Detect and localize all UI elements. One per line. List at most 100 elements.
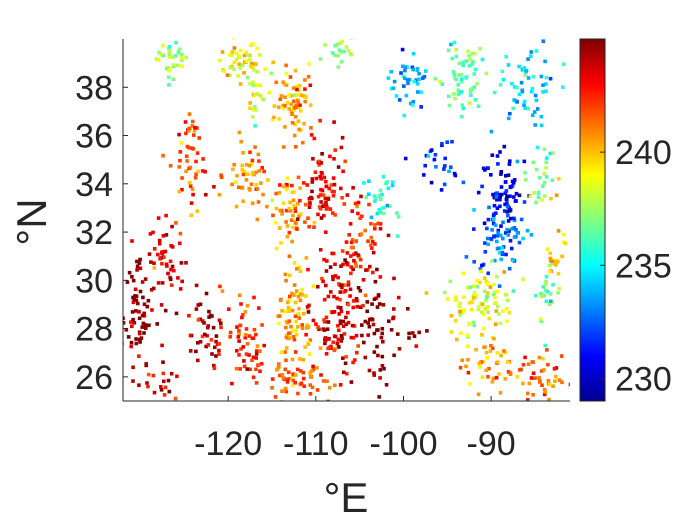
data-point	[282, 402, 286, 406]
data-point	[333, 53, 337, 57]
data-point	[187, 126, 192, 131]
data-point	[193, 125, 197, 130]
data-point	[390, 183, 395, 188]
data-point	[373, 226, 377, 231]
data-point	[278, 183, 282, 187]
data-point	[339, 339, 343, 343]
data-point	[239, 302, 243, 306]
data-point	[372, 371, 376, 375]
data-point	[134, 337, 138, 341]
data-point	[392, 79, 397, 84]
data-point	[381, 303, 386, 307]
data-point	[248, 64, 253, 68]
data-point	[142, 331, 146, 335]
data-point	[129, 340, 134, 345]
data-point	[243, 335, 248, 340]
data-point	[293, 314, 298, 319]
data-point	[498, 197, 502, 202]
data-point	[281, 376, 286, 380]
data-point	[230, 182, 234, 187]
data-point	[326, 320, 331, 324]
data-point	[439, 188, 444, 192]
data-point	[168, 259, 173, 264]
data-point	[537, 376, 541, 380]
data-point	[367, 317, 372, 322]
data-point	[366, 333, 370, 337]
data-point	[292, 261, 297, 265]
data-point	[262, 169, 266, 174]
data-point	[288, 75, 293, 79]
data-point	[554, 263, 558, 267]
data-point	[204, 344, 208, 349]
data-point	[284, 220, 288, 224]
data-point	[509, 246, 514, 251]
data-point	[214, 334, 219, 338]
data-point	[525, 398, 530, 401]
data-point	[505, 194, 509, 199]
data-point	[332, 294, 336, 299]
data-point	[346, 310, 350, 315]
data-point	[340, 39, 345, 44]
data-point	[544, 156, 549, 160]
data-point	[284, 309, 288, 314]
data-point	[250, 358, 254, 362]
data-point	[332, 189, 336, 194]
data-point	[511, 106, 515, 111]
data-point	[412, 334, 417, 338]
data-point	[489, 343, 493, 348]
data-point	[503, 293, 508, 297]
data-point	[375, 344, 379, 349]
data-point	[526, 57, 530, 61]
data-point	[252, 68, 256, 72]
data-point	[482, 221, 487, 226]
data-point	[480, 184, 484, 189]
data-point	[361, 278, 366, 282]
data-point	[131, 365, 135, 370]
data-point	[530, 86, 535, 91]
data-point	[362, 340, 366, 345]
data-point	[297, 306, 301, 311]
data-point	[499, 224, 503, 228]
data-point	[362, 181, 366, 185]
data-point	[539, 114, 544, 119]
data-point	[478, 280, 482, 285]
data-point	[332, 120, 336, 124]
data-point	[228, 53, 232, 57]
data-point	[373, 242, 377, 246]
data-point	[541, 90, 545, 94]
data-point	[254, 352, 259, 356]
data-point	[360, 333, 364, 338]
data-point	[517, 64, 521, 69]
data-point	[341, 169, 345, 174]
data-point	[491, 192, 495, 197]
data-point	[274, 191, 278, 196]
data-point	[488, 349, 493, 353]
data-point	[422, 173, 426, 177]
data-point	[293, 115, 298, 119]
data-point	[386, 233, 391, 238]
data-point	[401, 64, 405, 69]
data-point	[282, 145, 286, 149]
data-point	[340, 283, 344, 287]
data-point	[461, 271, 466, 276]
data-point	[533, 293, 538, 298]
data-point	[292, 133, 297, 138]
data-point	[389, 69, 393, 74]
data-point	[545, 247, 550, 251]
data-point	[512, 85, 517, 89]
data-point	[341, 356, 345, 360]
data-point	[367, 324, 372, 329]
data-point	[169, 371, 174, 376]
data-point	[341, 262, 345, 267]
data-point	[288, 209, 293, 213]
data-point	[449, 330, 454, 334]
data-point	[492, 336, 496, 341]
data-point	[175, 374, 179, 379]
data-point	[359, 232, 364, 236]
data-point	[321, 327, 325, 331]
data-point	[302, 121, 306, 126]
data-point	[130, 275, 134, 279]
data-point	[542, 147, 547, 152]
data-point	[481, 312, 486, 317]
data-point	[492, 282, 496, 287]
